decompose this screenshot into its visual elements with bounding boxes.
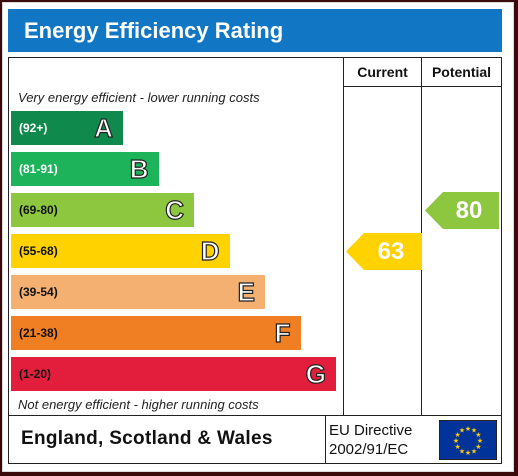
current-arrow-shape [346, 233, 422, 270]
eu-star: ★ [465, 425, 471, 433]
band-range: (55-68) [19, 244, 58, 258]
band-letter: G [305, 358, 326, 389]
band-range: (39-54) [19, 285, 58, 299]
eu-star: ★ [471, 427, 477, 435]
eu-star: ★ [475, 443, 481, 451]
eu-star: ★ [459, 447, 465, 455]
rating-band-g: (1-20) G [11, 357, 336, 391]
footer-divider [325, 416, 326, 463]
rating-table: Current Potential Very energy efficient … [8, 57, 502, 416]
potential-rating-value: 80 [455, 197, 483, 224]
footer: England, Scotland & Wales EU Directive 2… [8, 416, 502, 464]
eu-star: ★ [477, 437, 483, 445]
band-range: (69-80) [19, 203, 58, 217]
rating-band-b: (81-91) B [11, 152, 159, 186]
eu-star: ★ [471, 447, 477, 455]
band-letter: F [274, 317, 291, 348]
band-letter: A [94, 112, 114, 143]
current-column-header: Current [357, 64, 408, 80]
rating-band-e: (39-54) E [11, 275, 265, 309]
directive-line-2: 2002/91/EC [329, 441, 409, 458]
eu-star: ★ [475, 431, 481, 439]
band-letter: E [237, 276, 256, 307]
rating-band-c: (69-80) C [11, 193, 194, 227]
top-note: Very energy efficient - lower running co… [18, 90, 260, 105]
band-range: (92+) [19, 121, 48, 135]
band-range: (21-38) [19, 326, 58, 340]
header-row-divider [343, 86, 501, 87]
directive-line-1: EU Directive [329, 422, 413, 439]
rating-band-d: (55-68) D [11, 234, 230, 268]
potential-arrow-shape [425, 192, 499, 229]
eu-directive: EU Directive 2002/91/EC [329, 421, 412, 459]
current-rating-arrow: 63 [346, 233, 422, 270]
bottom-note: Not energy efficient - higher running co… [18, 397, 259, 412]
band-letter: B [129, 153, 149, 184]
rating-band-a: (92+) A [11, 111, 123, 145]
eu-flag-stars: ★ ★★★★★★★★★★★ [453, 425, 483, 457]
eu-star: ★ [454, 443, 460, 451]
eu-flag-icon: ★ ★ ★ ★ ★ ★ ★ ★ ★ ★ ★ ★ [439, 420, 497, 460]
potential-column-header: Potential [431, 64, 492, 80]
current-rating-value: 63 [377, 238, 405, 265]
potential-rating-arrow: 80 [425, 192, 499, 229]
eu-star: ★ [454, 431, 460, 439]
eu-star: ★ [459, 427, 465, 435]
band-letter: D [200, 235, 220, 266]
chart-title: Energy Efficiency Rating [8, 9, 502, 52]
rating-band-f: (21-38) F [11, 316, 301, 350]
eu-star: ★ [465, 449, 471, 457]
current-column-divider [343, 58, 344, 415]
band-range: (81-91) [19, 162, 58, 176]
band-letter: C [165, 194, 185, 225]
band-range: (1-20) [19, 367, 52, 381]
country-label: England, Scotland & Wales [21, 428, 273, 449]
eu-star: ★ [453, 437, 459, 445]
